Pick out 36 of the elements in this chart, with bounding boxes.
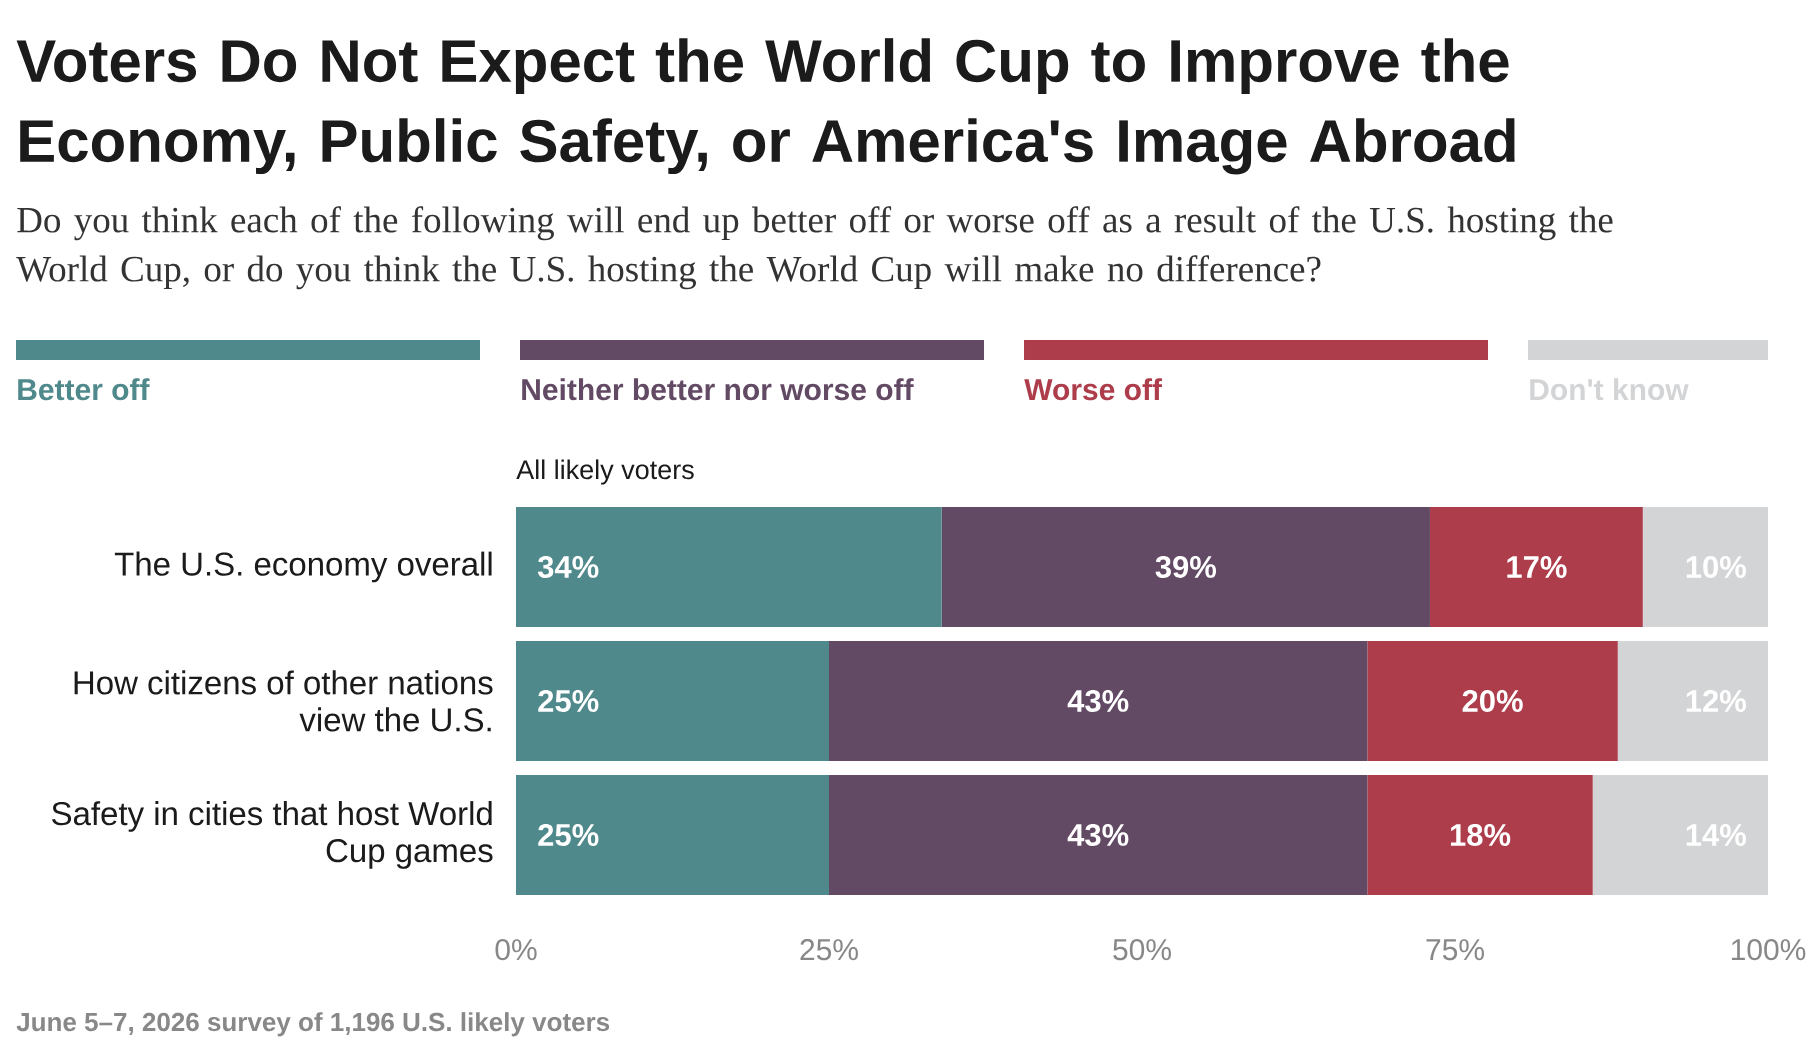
bar	[516, 640, 829, 761]
bar	[1617, 640, 1768, 761]
bar	[516, 506, 942, 627]
text: Better off	[18, 378, 150, 401]
chart-subtitle: Do you think each of the following will end up better off or worse off as a result of the U.S. hosting the World Cup, or do you think the U.S. hosting the World Cup will make no difference?	[16, 206, 1613, 290]
data-label: 18%	[1450, 824, 1511, 846]
y-tick-label: The U.S. economy overall	[114, 551, 492, 583]
data-label: 43%	[1067, 823, 1129, 846]
data-label: 25%	[538, 690, 599, 712]
data-label: 25%	[538, 824, 599, 846]
bar	[1367, 774, 1593, 895]
x-tick-label: 50%	[1113, 939, 1171, 961]
x-tick-label: 100%	[1731, 939, 1806, 961]
bar	[516, 774, 829, 895]
text: June 5–7, 2026 survey of 1,196 U.S. likely voters	[16, 1012, 610, 1037]
y-tick-label: How citizens of other nations view the U.S.	[74, 670, 493, 732]
bar	[941, 506, 1430, 627]
data-label: 17%	[1507, 556, 1567, 578]
x-tick-label: 75%	[1426, 939, 1484, 961]
bar	[829, 774, 1368, 895]
chart-title: Voters Do Not Expect the World Cup to Improve the Economy, Public Safety, or America's Image Abroad	[16, 38, 1515, 175]
bar	[1642, 506, 1768, 627]
x-tick-label: 0%	[495, 939, 537, 961]
data-label: 39%	[1155, 555, 1217, 578]
data-label: 43%	[1067, 689, 1129, 712]
bar	[1429, 506, 1643, 627]
text: All likely voters	[516, 459, 694, 485]
y-tick-label: Safety in cities that host World Cup games	[52, 801, 493, 869]
text: Neither better nor worse off	[522, 378, 914, 401]
data-label: 34%	[537, 555, 599, 578]
bar	[1367, 640, 1618, 761]
x-tick-label: 25%	[800, 939, 858, 961]
bar	[1592, 774, 1768, 895]
bar	[829, 640, 1368, 761]
text: Worse off	[1024, 378, 1163, 401]
data-label: 20%	[1462, 690, 1523, 712]
